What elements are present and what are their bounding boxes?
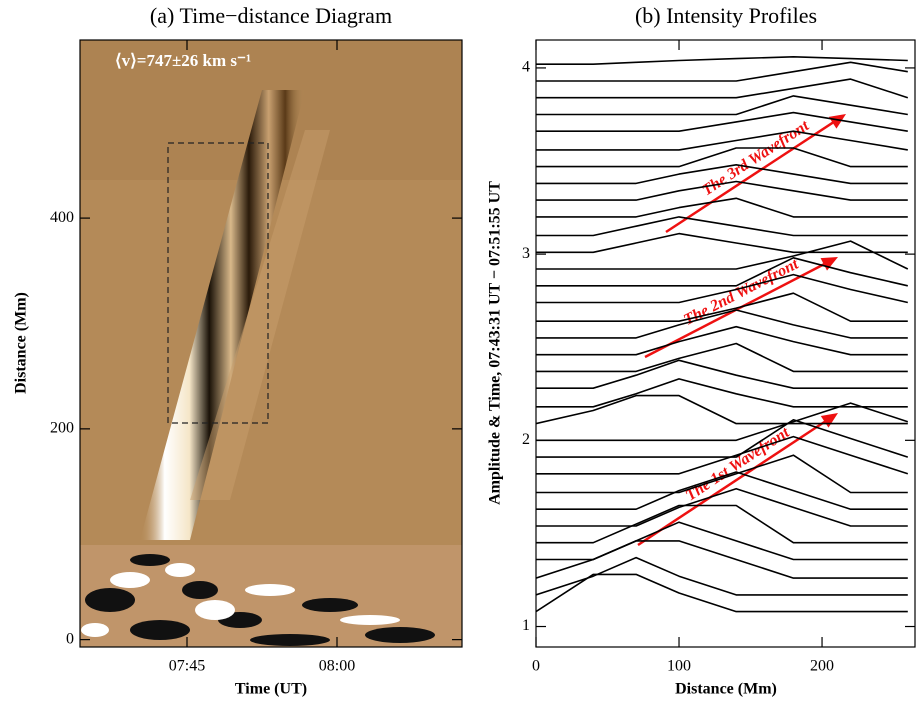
profile-line [536, 402, 909, 442]
profile-line [536, 273, 908, 304]
y-tick-label: 200 [50, 420, 74, 437]
arrow-head [828, 114, 846, 129]
x-tick-label: 100 [667, 658, 691, 675]
x-tick-label: 08:00 [319, 658, 355, 675]
arrow-shaft [637, 418, 829, 547]
profile-line [536, 435, 909, 475]
profile-line [536, 342, 908, 373]
profile-line [536, 232, 908, 254]
y-tick-label: 0 [66, 630, 74, 647]
axes-frame [79, 39, 463, 648]
profile-line [536, 147, 908, 168]
annotation: The 3rd Wavefront [699, 117, 812, 199]
x-axis-label: Distance (Mm) [675, 681, 777, 698]
y-tick-label: 4 [522, 59, 530, 76]
axes-frame [535, 39, 916, 648]
x-tick-label: 0 [532, 658, 540, 675]
y-tick-label: 3 [522, 245, 530, 262]
image [80, 40, 462, 647]
title: (a) Time−distance Diagram [150, 3, 392, 28]
profile-line [536, 130, 908, 151]
profile-line [536, 521, 908, 561]
arrow-head [820, 413, 838, 428]
annotation: The 1st Wavefront [683, 424, 793, 505]
profile-line [536, 325, 908, 356]
x-tick-label: 07:45 [169, 658, 205, 675]
profile-line [536, 61, 908, 82]
profile-line [536, 292, 908, 322]
profile-line [536, 309, 908, 339]
profile-line [536, 78, 909, 99]
arrow-shaft [665, 119, 837, 234]
x-tick-label: 200 [810, 658, 834, 675]
y-tick-label: 400 [50, 209, 74, 226]
y-tick-label: 2 [522, 431, 530, 448]
annotation: ⟨v⟩=747±26 km s⁻¹ [115, 51, 251, 70]
profile-line [536, 197, 908, 218]
profile-line [536, 454, 908, 494]
profile-line [536, 378, 908, 408]
title: (b) Intensity Profiles [635, 3, 817, 28]
annotations: The 1st Wavefront The 2nd Wavefront The 3r… [637, 114, 846, 547]
profile-line [536, 359, 908, 389]
profile-line [536, 240, 909, 270]
annotation: The 2nd Wavefront [681, 255, 802, 329]
profile-line [536, 180, 908, 201]
profile-line [536, 394, 908, 425]
profile-line [536, 216, 908, 237]
region-box [167, 142, 269, 424]
profile-line [536, 487, 908, 527]
profile-line [536, 573, 908, 613]
y-axis-label: Amplitude & Time, 07:43:31 UT − 07:51:55… [487, 181, 504, 505]
profile-line [536, 419, 909, 458]
y-axis-label: Distance (Mm) [13, 292, 30, 394]
profiles [536, 56, 909, 613]
profile-line [536, 95, 908, 116]
profile-line [536, 111, 908, 132]
profile-line [536, 504, 908, 544]
profile-line [536, 471, 908, 510]
profile-line [536, 164, 908, 185]
profile-line [536, 257, 908, 287]
profile-line [536, 56, 908, 65]
y-tick-label: 1 [522, 617, 530, 634]
x-axis-label: Time (UT) [235, 681, 307, 698]
profile-line [536, 556, 908, 596]
arrow-head [820, 257, 838, 271]
